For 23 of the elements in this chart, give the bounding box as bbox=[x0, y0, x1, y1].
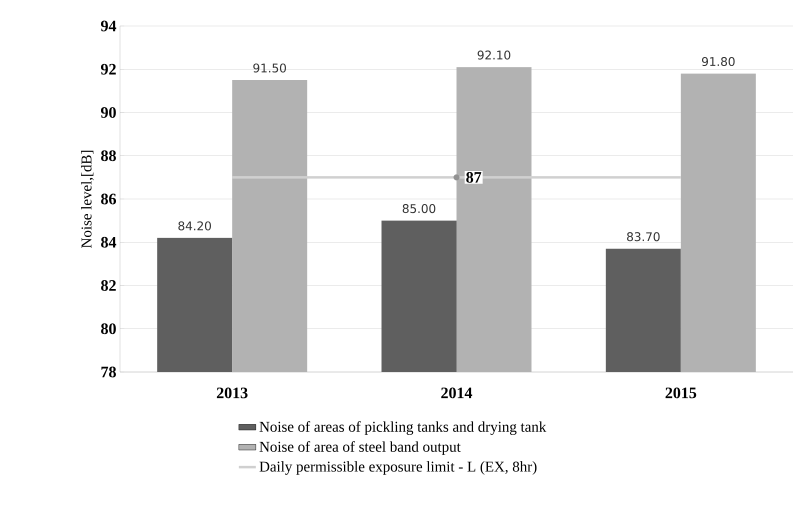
data-label: 87 bbox=[466, 172, 482, 183]
x-tick-label: 2013 bbox=[216, 388, 248, 398]
y-tick-label: 84 bbox=[101, 236, 116, 248]
x-tick-label: 2014 bbox=[441, 388, 472, 398]
y-tick-label: 94 bbox=[100, 20, 116, 32]
y-axis-title: Noise level,[dB] bbox=[81, 150, 94, 248]
y-tick-label: 90 bbox=[100, 107, 116, 118]
legend-label: Daily permissible exposure limit - L (EX, 8hr) bbox=[260, 461, 537, 475]
data-label: 91.80 bbox=[702, 57, 735, 66]
y-tick-label: 92 bbox=[100, 64, 116, 75]
data-label: 84.20 bbox=[178, 221, 211, 230]
x-tick-label: 2015 bbox=[666, 388, 696, 398]
y-tick-label: 86 bbox=[101, 194, 116, 204]
data-label: 85.00 bbox=[402, 204, 436, 214]
y-tick-label: 80 bbox=[101, 323, 116, 334]
legend-label: Noise of area of steel band output bbox=[260, 441, 461, 455]
data-label: 83.70 bbox=[627, 232, 660, 242]
data-label: 92.10 bbox=[478, 50, 510, 60]
y-tick-label: 78 bbox=[101, 366, 116, 378]
data-label: 91.50 bbox=[253, 63, 286, 73]
legend-label: Noise of areas of pickling tanks and drying tank bbox=[260, 421, 546, 435]
y-tick-label: 88 bbox=[101, 150, 116, 162]
y-tick-label: 82 bbox=[101, 280, 116, 291]
